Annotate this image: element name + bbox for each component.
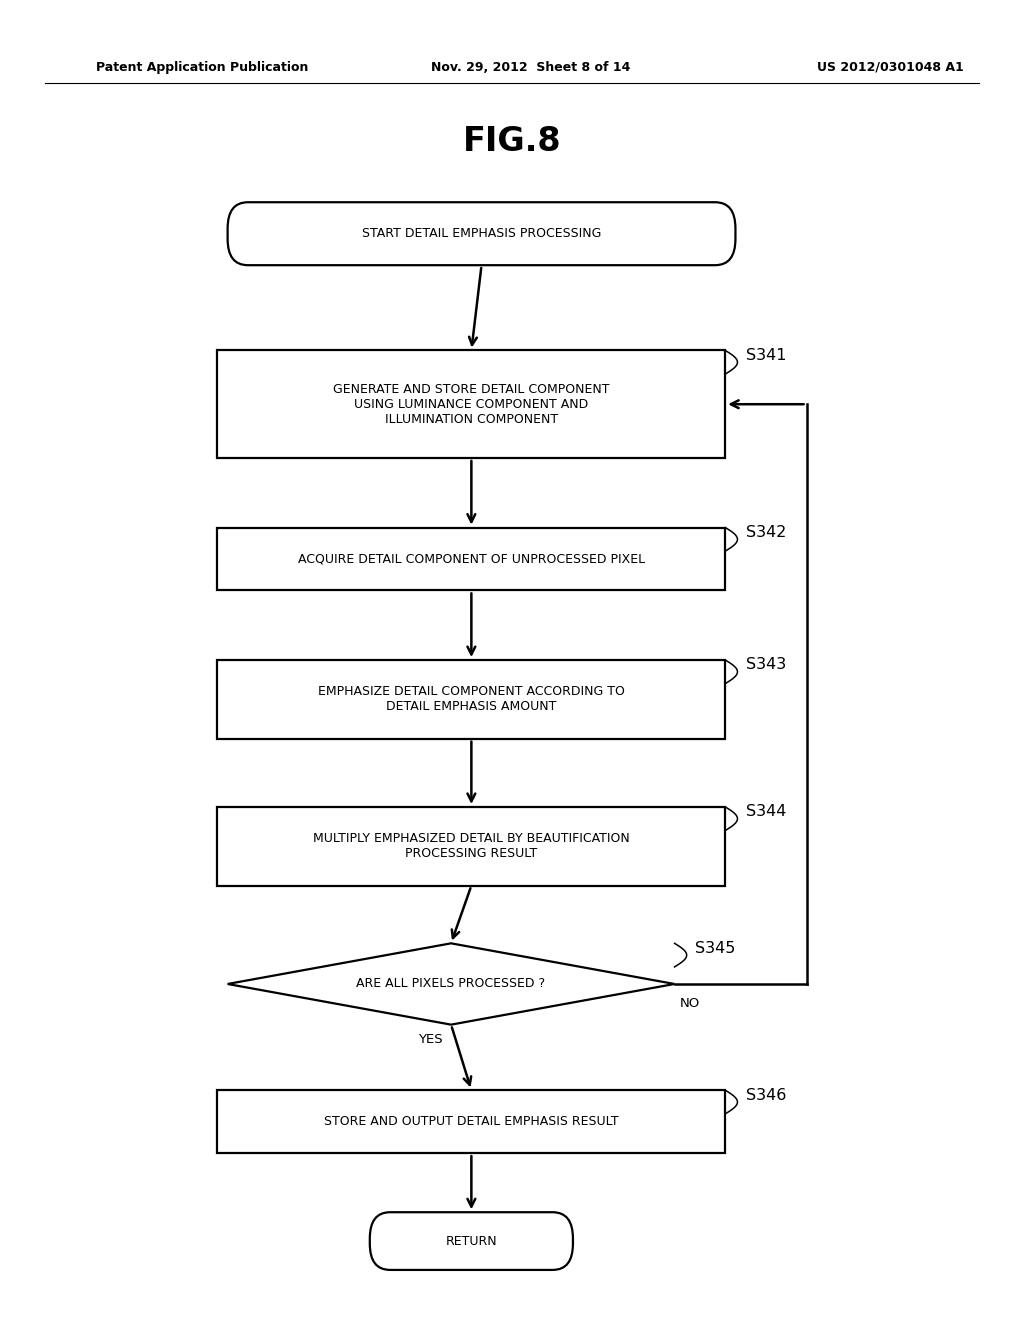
Polygon shape: [227, 944, 675, 1024]
Text: FIG.8: FIG.8: [463, 125, 561, 158]
Text: START DETAIL EMPHASIS PROCESSING: START DETAIL EMPHASIS PROCESSING: [361, 227, 601, 240]
Text: ARE ALL PIXELS PROCESSED ?: ARE ALL PIXELS PROCESSED ?: [356, 978, 546, 990]
Bar: [217, 528, 725, 590]
Text: S345: S345: [695, 941, 735, 956]
Text: S344: S344: [745, 804, 786, 820]
Bar: [217, 350, 725, 458]
FancyBboxPatch shape: [370, 1212, 573, 1270]
Text: EMPHASIZE DETAIL COMPONENT ACCORDING TO
DETAIL EMPHASIS AMOUNT: EMPHASIZE DETAIL COMPONENT ACCORDING TO …: [317, 685, 625, 713]
Text: Patent Application Publication: Patent Application Publication: [95, 61, 308, 74]
Text: YES: YES: [419, 1032, 443, 1045]
Text: ACQUIRE DETAIL COMPONENT OF UNPROCESSED PIXEL: ACQUIRE DETAIL COMPONENT OF UNPROCESSED …: [298, 553, 645, 565]
Text: S342: S342: [745, 525, 786, 540]
Text: RETURN: RETURN: [445, 1234, 498, 1247]
Text: MULTIPLY EMPHASIZED DETAIL BY BEAUTIFICATION
PROCESSING RESULT: MULTIPLY EMPHASIZED DETAIL BY BEAUTIFICA…: [313, 832, 630, 861]
Text: NO: NO: [680, 997, 699, 1010]
Text: STORE AND OUTPUT DETAIL EMPHASIS RESULT: STORE AND OUTPUT DETAIL EMPHASIS RESULT: [324, 1115, 618, 1129]
Text: GENERATE AND STORE DETAIL COMPONENT
USING LUMINANCE COMPONENT AND
ILLUMINATION C: GENERATE AND STORE DETAIL COMPONENT USIN…: [333, 383, 609, 426]
Bar: [217, 807, 725, 886]
Text: Nov. 29, 2012  Sheet 8 of 14: Nov. 29, 2012 Sheet 8 of 14: [431, 61, 630, 74]
Text: S346: S346: [745, 1088, 786, 1102]
Bar: [217, 660, 725, 739]
Text: S343: S343: [745, 657, 785, 672]
Text: US 2012/0301048 A1: US 2012/0301048 A1: [817, 61, 964, 74]
FancyBboxPatch shape: [227, 202, 735, 265]
Bar: [217, 1090, 725, 1154]
Text: S341: S341: [745, 348, 786, 363]
